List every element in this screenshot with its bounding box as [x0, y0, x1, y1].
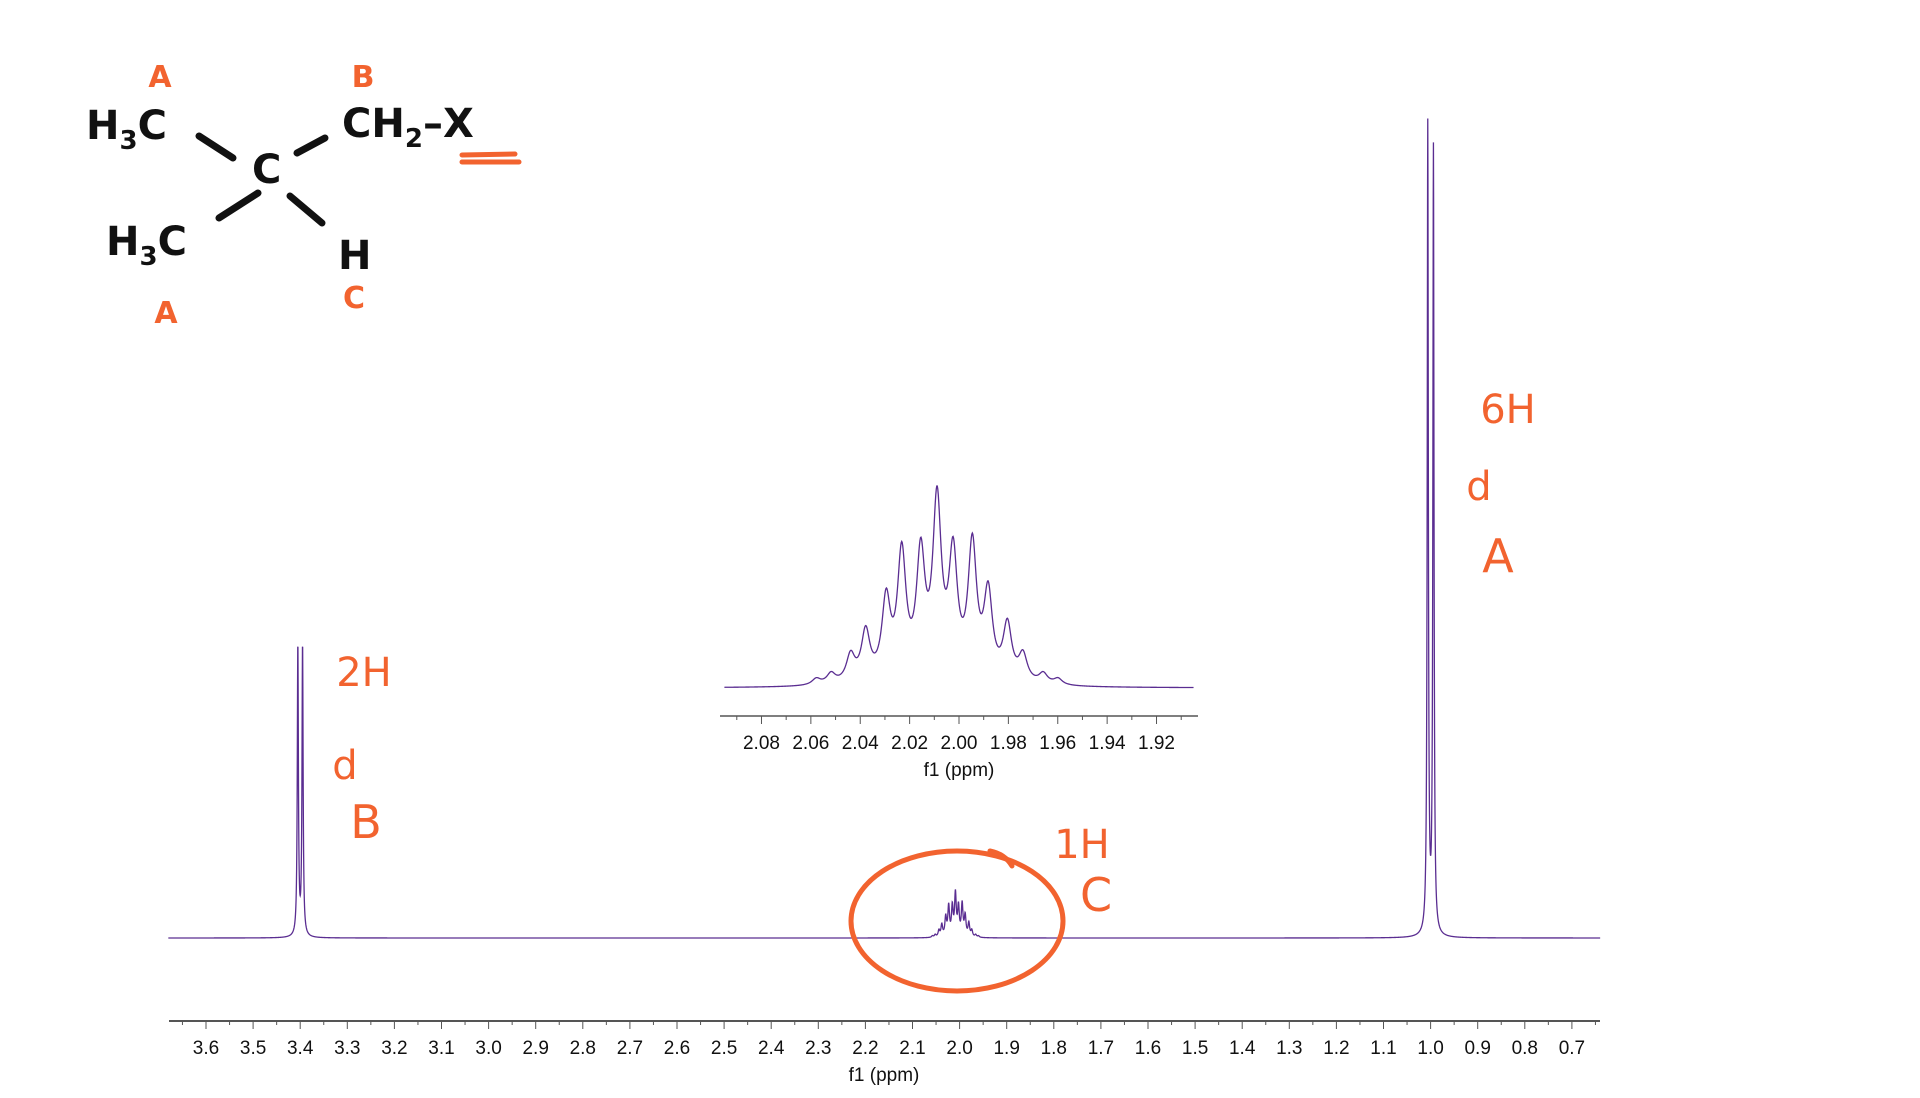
central-carbon: C [252, 147, 282, 193]
methyl-group-bottom: H3C [106, 222, 187, 270]
main-x-tick-label: 1.9 [993, 1038, 1019, 1059]
inset-x-tick-label: 2.08 [743, 733, 780, 754]
main-x-tick-label: 3.6 [193, 1038, 219, 1059]
main-x-tick-label: 3.3 [334, 1038, 360, 1059]
main-x-tick-label: 1.3 [1276, 1038, 1302, 1059]
inset-x-tick-label: 1.94 [1089, 733, 1126, 754]
inset-x-tick-label: 1.96 [1039, 733, 1076, 754]
inset-x-tick-label: 2.00 [941, 733, 978, 754]
methyl-group-top: H3C [86, 106, 167, 154]
bond-bottom-right [286, 192, 326, 227]
peak-b-multiplicity: d [332, 743, 358, 789]
main-x-tick-label: 1.1 [1370, 1038, 1396, 1059]
main-x-tick-label: 1.8 [1041, 1038, 1067, 1059]
label-a-bottom: A [154, 296, 178, 331]
atom-h: H [86, 103, 120, 149]
atom-h: H [106, 219, 140, 265]
main-spectrum-trace [168, 118, 1601, 939]
inset-x-tick-label: 2.04 [842, 733, 879, 754]
bond-top-left [195, 132, 237, 162]
label-a-top: A [148, 60, 172, 95]
atom-ch: CH [342, 101, 405, 147]
main-x-tick-label: 3.1 [428, 1038, 454, 1059]
methylene-x-group: CH2–X [342, 104, 474, 152]
main-x-tick-label: 1.6 [1135, 1038, 1161, 1059]
subscript: 3 [139, 242, 158, 272]
main-x-tick-label: 2.6 [664, 1038, 690, 1059]
methine-hydrogen: H [338, 233, 372, 279]
label-b-top: B [351, 60, 375, 95]
peak-a-multiplicity: d [1466, 464, 1492, 510]
main-x-tick-label: 3.0 [475, 1038, 501, 1059]
main-x-tick-label: 2.1 [899, 1038, 925, 1059]
peak-b-integration: 2H [336, 650, 392, 696]
main-x-tick-label: 2.7 [617, 1038, 643, 1059]
main-x-tick-label: 2.3 [805, 1038, 831, 1059]
main-x-tick-label: 0.9 [1464, 1038, 1490, 1059]
molecule-bonds [195, 132, 329, 227]
main-x-tick-label: 1.7 [1088, 1038, 1114, 1059]
main-x-tick-label: 3.5 [240, 1038, 266, 1059]
inset-x-tick-label: 1.92 [1138, 733, 1175, 754]
main-x-tick-label: 2.8 [570, 1038, 596, 1059]
atom-x: –X [422, 101, 474, 147]
main-x-tick-label: 0.7 [1559, 1038, 1585, 1059]
main-x-ticks: 3.6 3.5 3.4 3.3 3.2 3.1 3.0 2.9 2.8 2.7 2.6 2.5 2.4 2… [181, 1021, 1596, 1059]
bond-bottom-left [215, 189, 262, 222]
bond-top-right [293, 134, 329, 157]
inset-x-tick-label: 2.02 [891, 733, 928, 754]
inset-multiplet-plot: 2.08 2.06 2.04 2.02 2.00 1.98 1.96 1.94 1.92 f1 … [720, 485, 1198, 781]
peak-a-label: A [1482, 529, 1514, 583]
x-underline-mark [459, 151, 522, 165]
peak-b-label: B [350, 795, 382, 849]
main-x-tick-label: 1.2 [1323, 1038, 1349, 1059]
multiplet-circle-annotation [848, 848, 1066, 994]
main-x-tick-label: 0.8 [1512, 1038, 1538, 1059]
main-x-tick-label: 3.4 [287, 1038, 314, 1059]
main-x-tick-label: 1.5 [1182, 1038, 1208, 1059]
main-x-axis-title: f1 (ppm) [849, 1065, 920, 1086]
peak-c-integration: 1H [1054, 822, 1110, 868]
main-x-tick-label: 2.9 [522, 1038, 548, 1059]
inset-x-tick-label: 2.06 [792, 733, 829, 754]
inset-spectrum-trace [724, 485, 1194, 689]
atom-c: C [157, 219, 187, 265]
main-x-tick-label: 2.2 [852, 1038, 878, 1059]
atom-c: C [137, 103, 167, 149]
main-x-tick-label: 1.4 [1229, 1038, 1256, 1059]
main-x-tick-label: 2.5 [711, 1038, 737, 1059]
main-x-tick-label: 1.0 [1417, 1038, 1443, 1059]
peak-c-label: C [1079, 868, 1113, 922]
inset-x-tick-label: 1.98 [990, 733, 1027, 754]
circle-tail-stroke [987, 848, 1015, 869]
subscript: 3 [119, 126, 138, 156]
label-c-bottom: C [342, 281, 366, 316]
main-spectrum-plot: 3.6 3.5 3.4 3.3 3.2 3.1 3.0 2.9 2.8 2.7 2.6 2.5 2.4 2… [168, 118, 1601, 1086]
main-x-tick-label: 2.4 [758, 1038, 785, 1059]
subscript: 2 [404, 124, 423, 154]
inset-x-ticks: 2.08 2.06 2.04 2.02 2.00 1.98 1.96 1.94 1.92 [736, 716, 1182, 754]
main-x-tick-label: 2.0 [946, 1038, 972, 1059]
peak-a-integration: 6H [1480, 387, 1536, 433]
main-x-tick-label: 3.2 [381, 1038, 407, 1059]
inset-x-axis-title: f1 (ppm) [924, 760, 995, 781]
